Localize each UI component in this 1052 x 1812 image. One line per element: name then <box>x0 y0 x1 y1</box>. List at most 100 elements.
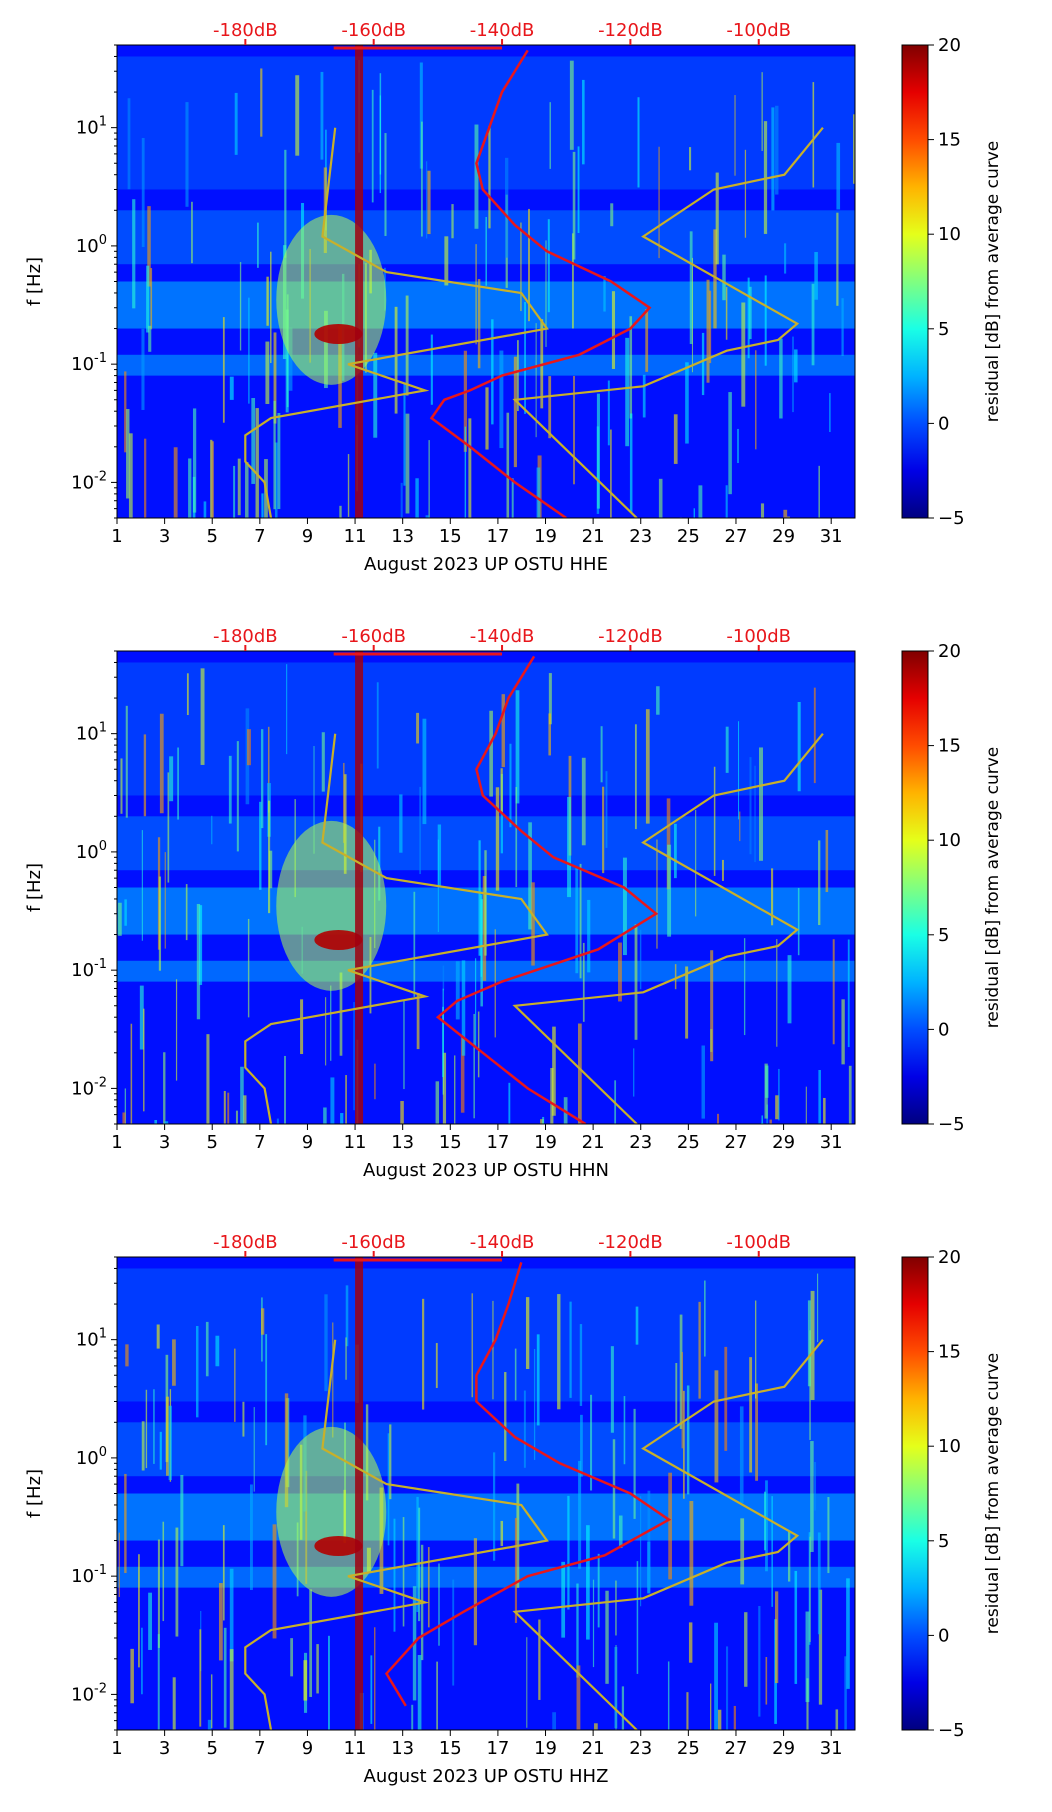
heatmap-streak <box>779 338 783 419</box>
heatmap-streak <box>749 757 752 855</box>
heatmap-streak <box>615 1645 617 1730</box>
heatmap-streak <box>473 1013 475 1119</box>
heatmap-streak <box>489 710 493 797</box>
y-axis-label: f [Hz] <box>24 257 45 306</box>
heatmap-streak <box>552 1026 556 1116</box>
heatmap-streak <box>758 1605 761 1717</box>
heatmap <box>117 1257 855 1730</box>
spectrogram-panel: 1 3 5 7 9 11 13 15 17 19 21 23 25 27 29 31 August 2023 U… <box>0 0 1052 600</box>
heatmap-streak <box>162 1521 165 1622</box>
top-axis-tick-label: -140dB <box>470 1232 535 1253</box>
heatmap-streak <box>686 1385 690 1495</box>
heatmap-streak <box>191 201 193 264</box>
heatmap-gap-bar <box>355 1257 364 1730</box>
heatmap-streak <box>427 170 431 235</box>
top-axis-tick-label: -160dB <box>341 626 406 647</box>
colorbar-tick-label: −5 <box>938 1720 965 1741</box>
heatmap-streak <box>713 766 716 876</box>
heatmap-hotspot-core <box>314 323 363 344</box>
heatmap-streak <box>808 1532 811 1645</box>
heatmap-streak <box>455 961 460 1020</box>
x-tick-label: 25 <box>677 1132 700 1153</box>
heatmap-streak <box>739 811 741 842</box>
heatmap-streak <box>403 999 405 1090</box>
heatmap-streak <box>685 362 689 444</box>
heatmap-streak <box>261 1308 265 1335</box>
heatmap-streak <box>542 1116 545 1124</box>
x-tick-label: 5 <box>206 526 217 547</box>
heatmap-streak <box>128 433 133 518</box>
heatmap-streak <box>146 265 150 333</box>
heatmap-streak <box>402 1517 405 1627</box>
heatmap-streak <box>303 1660 308 1701</box>
heatmap-streak <box>596 393 600 509</box>
heatmap-streak <box>557 1294 561 1410</box>
heatmap-streak <box>633 1408 636 1519</box>
heatmap-streak <box>247 918 250 1018</box>
x-tick-label: 19 <box>534 1738 557 1759</box>
heatmap-streak <box>516 340 519 412</box>
heatmap-streak <box>158 876 162 971</box>
heatmap-streak <box>814 252 818 300</box>
heatmap-streak <box>582 79 585 165</box>
heatmap-streak <box>343 762 345 843</box>
heatmap-streak <box>500 768 503 813</box>
heatmap-streak <box>787 1531 791 1582</box>
heatmap-streak <box>234 1348 236 1422</box>
heatmap-streak <box>153 1389 155 1464</box>
top-axis-tick-label: -120dB <box>598 1232 663 1253</box>
heatmap-streak <box>614 1080 617 1124</box>
y-axis-label: f [Hz] <box>24 863 45 912</box>
heatmap-streak <box>242 1095 247 1124</box>
x-tick-label: 21 <box>582 1132 605 1153</box>
x-tick-label: 29 <box>772 1738 795 1759</box>
heatmap-streak <box>222 1525 225 1621</box>
heatmap-streak <box>771 1496 773 1607</box>
x-tick-label: 17 <box>486 526 509 547</box>
heatmap-streak <box>394 306 398 414</box>
heatmap-streak <box>579 863 582 979</box>
heatmap-streak <box>313 746 315 854</box>
heatmap-streak <box>734 95 736 176</box>
colorbar-tick-label: −5 <box>938 508 965 529</box>
heatmap-streak <box>229 1568 234 1662</box>
colorbar-label: residual [dB] from average curve <box>983 141 1003 422</box>
heatmap-streak <box>477 1011 480 1078</box>
y-tick-label: 10-1 <box>71 1563 107 1587</box>
heatmap-streak <box>740 1518 745 1585</box>
heatmap-streak <box>823 1097 826 1124</box>
x-tick-label: 29 <box>772 1132 795 1153</box>
x-tick-label: 13 <box>391 1132 414 1153</box>
heatmap-streak <box>430 334 433 405</box>
heatmap-streak <box>771 868 774 926</box>
heatmap-streak <box>427 1547 430 1628</box>
heatmap-streak <box>389 1424 392 1500</box>
heatmap-streak <box>575 868 579 974</box>
heatmap-streak <box>739 1406 744 1504</box>
heatmap-hotspot-core <box>314 1535 363 1556</box>
heatmap-streak <box>709 290 712 364</box>
top-axis-tick-label: -120dB <box>598 20 663 41</box>
heatmap-streak <box>141 328 145 410</box>
heatmap-streak <box>571 233 574 329</box>
heatmap-streak <box>610 1346 614 1433</box>
heatmap-streak <box>647 1490 651 1590</box>
colorbar-tick-label: 5 <box>938 319 949 340</box>
heatmap-streak <box>150 268 153 330</box>
heatmap-streak <box>144 438 147 518</box>
heatmap-streak <box>163 1052 166 1124</box>
heatmap-streak <box>771 107 775 211</box>
heatmap-streak <box>525 1297 530 1369</box>
heatmap-streak <box>540 1119 544 1124</box>
heatmap-streak <box>260 68 263 137</box>
heatmap-streak <box>147 206 151 287</box>
heatmap-streak <box>747 277 750 359</box>
colorbar-tick-label: 5 <box>938 1531 949 1552</box>
heatmap-streak <box>787 955 792 1024</box>
heatmap-streak <box>763 121 768 234</box>
heatmap-streak <box>265 341 270 404</box>
heatmap-streak <box>728 392 732 495</box>
heatmap-streak <box>622 857 627 956</box>
x-axis-label: August 2023 UP OSTU HHE <box>364 554 608 575</box>
